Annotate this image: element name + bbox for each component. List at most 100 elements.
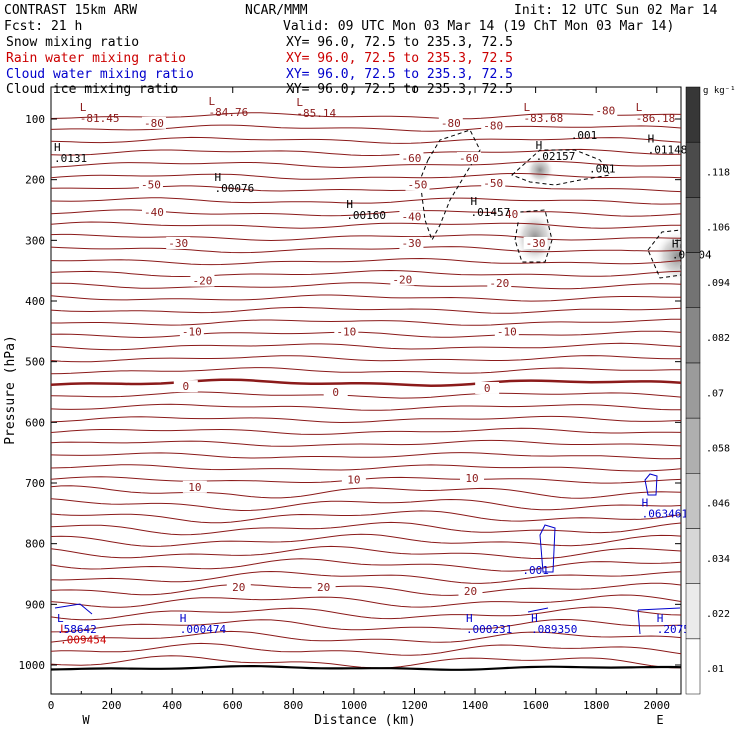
colorbar-tick-label: .022 [706, 609, 730, 620]
colorbar-tick-label: .106 [706, 223, 730, 234]
extremum-value: .2075 [657, 623, 690, 636]
field-xy-cloud-water: XY= 96.0, 72.5 to 235.3, 72.5 [286, 67, 513, 82]
contour-label-bg [523, 236, 548, 249]
cloud-water-contour [644, 473, 658, 496]
temperature-contour-line [51, 124, 681, 132]
temperature-contour-label: 20 [317, 581, 330, 594]
y-tick-label: 700 [25, 477, 45, 490]
colorbar-swatch [685, 197, 701, 253]
extremum-value: -86.18 [636, 112, 676, 125]
contour-label-bg [390, 273, 415, 286]
extremum-value: .00160 [346, 209, 386, 222]
contour-labels: -80 -80 -80 -80 -60 -60 -50 -50 -50 -40 -40 -40 -30 -… [54, 95, 712, 647]
extremum-value: .009454 [60, 634, 107, 647]
x-tick-label: 600 [223, 699, 243, 712]
temperature-contour-line [51, 415, 681, 424]
temperature-contour-line [51, 257, 681, 266]
contour-label-bg [190, 274, 215, 287]
field-label-rain: Rain water mixing ratio [6, 51, 186, 66]
cloud-water-contour [54, 603, 93, 615]
mixing-ratio-contour-label: .001 [589, 162, 616, 175]
temperature-contour-line [51, 642, 681, 656]
x-tick-label: 1600 [522, 699, 549, 712]
extremum-value: .089350 [531, 623, 577, 636]
temperature-contour-line [51, 464, 681, 472]
y-tick-label: 500 [25, 356, 45, 369]
temperature-contour-label: -80 [595, 105, 615, 118]
colorbar-swatch [685, 417, 701, 474]
colorbar-swatch [685, 86, 701, 143]
cloud-ice-contour [511, 149, 611, 186]
extremum-marker: L [209, 95, 216, 108]
contour-label-bg [494, 325, 519, 338]
temperature-contour-line [51, 136, 681, 144]
contour-label-bg [179, 325, 204, 338]
y-tick-label: 1000 [19, 659, 46, 672]
extremum-marker: H [536, 139, 543, 152]
temperature-contour-label: 0 [182, 380, 189, 393]
x-tick-label: 400 [162, 699, 182, 712]
temperature-contour-line [51, 582, 681, 596]
extremum-marker: L [60, 623, 67, 636]
temperature-contour-line [51, 498, 681, 512]
temperature-contour-line [51, 330, 681, 339]
temperature-contour-line [51, 570, 681, 584]
temperature-contour-line [51, 618, 681, 633]
y-tick-label: 200 [25, 174, 45, 187]
contour-label-bg [438, 116, 463, 129]
colorbar: .01 .022 .034 .046 .058 .07 .082 .094 .106 .118 [685, 86, 730, 695]
extremum-value: .02157 [536, 150, 576, 163]
colorbar-swatch [685, 638, 701, 695]
extremum-value: -84.76 [209, 106, 249, 119]
temperature-contour-line [51, 521, 681, 536]
extremum-value: .01457 [470, 206, 510, 219]
temperature-contour-line [51, 318, 681, 326]
temperature-contour-label: 20 [232, 581, 245, 594]
temperature-contour-label: -20 [193, 275, 213, 288]
contour-label-bg [399, 152, 424, 165]
contour-label-bg [323, 386, 348, 399]
x-tick-label: 1000 [341, 699, 368, 712]
contour-label-bg [593, 104, 618, 117]
x-end-label-west: W [82, 713, 90, 727]
temperature-contour-label: -20 [392, 273, 412, 286]
temperature-contour-label: 10 [465, 472, 478, 485]
temperature-contour-label: -20 [489, 277, 509, 290]
contour-label-bg [341, 473, 366, 486]
colorbar-unit: g kg⁻¹ [703, 86, 736, 96]
contour-label-bg [481, 119, 506, 132]
temperature-contour-line [51, 221, 681, 229]
y-tick-label: 300 [25, 234, 45, 247]
temperature-contour-label: -80 [483, 119, 503, 132]
temperature-contour-label: 0 [484, 382, 491, 395]
temperature-contour-line [51, 485, 681, 499]
temperature-contours [51, 112, 681, 671]
y-tick-label: 600 [25, 416, 45, 429]
field-label-snow: Snow mixing ratio [6, 35, 139, 50]
contour-label-bg [460, 471, 485, 484]
temperature-contour-line [51, 558, 681, 572]
contour-label-bg [226, 580, 251, 593]
temperature-contour-line [51, 594, 681, 608]
contour-label-bg [399, 236, 424, 249]
extremum-marker: L [524, 101, 531, 114]
colorbar-tick-label: .034 [706, 554, 730, 565]
field-xy-cloud-ice: XY= 96.0, 72.5 to 235.3, 72.5 [286, 82, 513, 97]
contour-label-bg [141, 116, 166, 129]
colorbar-swatch [685, 141, 701, 198]
temperature-contour-line [51, 391, 681, 399]
temperature-contour-line [51, 378, 681, 387]
extremum-marker: L [80, 101, 87, 114]
temperature-contour-label: -10 [182, 326, 202, 339]
field-label-cloud-water: Cloud water mixing ratio [6, 67, 194, 82]
extremum-marker: H [672, 238, 679, 251]
temperature-contour-label: -10 [336, 326, 356, 339]
temperature-contour-line [51, 342, 681, 351]
x-end-label-east: E [656, 713, 663, 727]
extremum-value: .58642 [57, 623, 97, 636]
extremum-marker: H [346, 198, 353, 211]
temperature-contour-line [51, 630, 681, 643]
shading-blob [654, 230, 681, 282]
